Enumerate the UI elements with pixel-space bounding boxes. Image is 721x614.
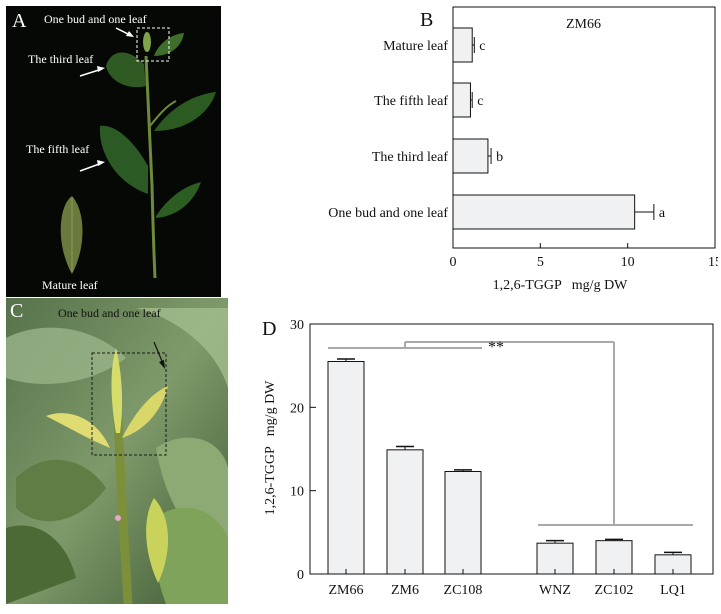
significance-marker: ** bbox=[488, 339, 504, 356]
label-fifth-leaf: The fifth leaf bbox=[26, 142, 90, 156]
category-label: WNZ bbox=[539, 583, 571, 598]
bar bbox=[452, 82, 471, 118]
category-label: LQ1 bbox=[660, 583, 686, 598]
x-tick-label: 15 bbox=[708, 255, 718, 270]
x-tick-label: 10 bbox=[621, 255, 635, 270]
chart-d-ylabel: 1,2,6-TGGP mg/g DW bbox=[263, 380, 278, 516]
panel-a-photo: A One bud and one leaf The third leaf Th… bbox=[6, 6, 221, 297]
label-bud-a: One bud and one leaf bbox=[44, 12, 147, 26]
significance-letter: a bbox=[659, 206, 666, 221]
category-label: The fifth leaf bbox=[374, 94, 448, 109]
category-label: ZC108 bbox=[444, 583, 483, 598]
panel-d-letter: D bbox=[262, 318, 276, 340]
x-tick-label: 5 bbox=[537, 255, 544, 270]
category-label: One bud and one leaf bbox=[328, 206, 448, 221]
y-tick-label: 0 bbox=[297, 568, 304, 583]
category-label: ZC102 bbox=[595, 583, 634, 598]
significance-letter: b bbox=[496, 150, 503, 165]
bar bbox=[452, 138, 489, 174]
panel-d-chart: D 1,2,6-TGGP mg/g DW 0 10 20 30 ** ZM66 ZM6 ZC1… bbox=[228, 300, 718, 609]
label-bud-c: One bud and one leaf bbox=[58, 306, 161, 320]
label-third-leaf: The third leaf bbox=[28, 52, 94, 66]
category-label: The third leaf bbox=[372, 150, 449, 165]
y-tick-label: 10 bbox=[290, 485, 304, 500]
label-mature-leaf: Mature leaf bbox=[42, 278, 98, 292]
panel-c-letter: C bbox=[10, 300, 24, 322]
bud-closeup-illustration bbox=[6, 298, 228, 604]
chart-b-title: ZM66 bbox=[566, 17, 601, 32]
tea-shoot-illustration bbox=[6, 6, 221, 297]
significance-letter: c bbox=[477, 94, 483, 109]
chart-b-xlabel: 1,2,6-TGGP mg/g DW bbox=[493, 278, 629, 293]
category-label: Mature leaf bbox=[383, 39, 448, 54]
category-label: ZM66 bbox=[329, 583, 364, 598]
bar bbox=[452, 194, 636, 230]
category-label: ZM6 bbox=[391, 583, 419, 598]
chart-b-svg: B ZM66 1,2,6-TGGP mg/g DW c Mature leaf c T… bbox=[328, 6, 721, 293]
chart-d-svg: D 1,2,6-TGGP mg/g DW 0 10 20 30 ** ZM66 ZM6 ZC1… bbox=[262, 318, 714, 598]
bar bbox=[444, 471, 482, 575]
chart-b-frame bbox=[452, 6, 716, 249]
bar bbox=[386, 449, 424, 575]
bar bbox=[595, 540, 633, 575]
chart-d-frame bbox=[309, 323, 714, 575]
panel-b-chart: B ZM66 1,2,6-TGGP mg/g DW c Mature leaf c T… bbox=[228, 2, 721, 298]
bar bbox=[327, 361, 365, 575]
bar bbox=[452, 27, 473, 63]
x-tick-label: 0 bbox=[450, 255, 457, 270]
panel-a-letter: A bbox=[12, 10, 27, 32]
significance-letter: c bbox=[479, 39, 485, 54]
panel-c-photo: C One bud and one leaf bbox=[6, 298, 228, 604]
y-tick-label: 20 bbox=[290, 401, 304, 416]
y-tick-label: 30 bbox=[290, 318, 304, 333]
panel-b-letter: B bbox=[420, 9, 433, 31]
bar bbox=[536, 542, 574, 575]
